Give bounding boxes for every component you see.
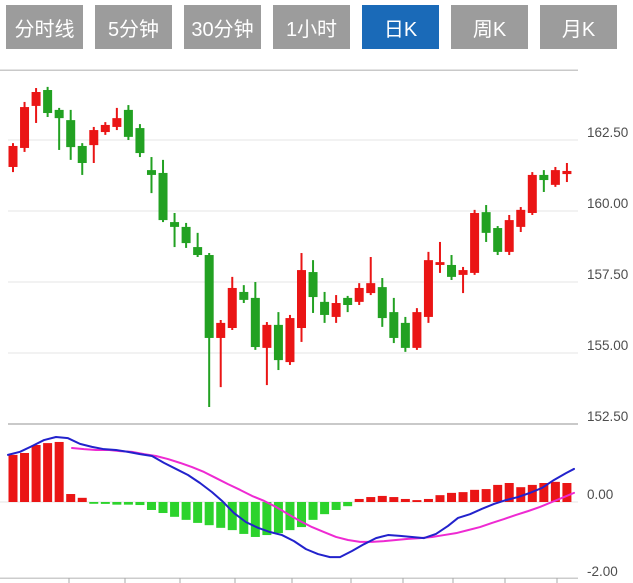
tab-monthly-k[interactable]: 月K: [540, 5, 617, 49]
macd-axis-label: 0.00: [587, 487, 614, 502]
period-tabbar: 分时线 5分钟 30分钟 1小时 日K 周K 月K: [6, 5, 617, 49]
price-axis-label: 162.50: [587, 125, 629, 140]
tab-30min[interactable]: 30分钟: [184, 5, 261, 49]
tab-1hour[interactable]: 1小时: [273, 5, 350, 49]
tab-weekly-k[interactable]: 周K: [451, 5, 528, 49]
price-axis-label: 152.50: [587, 409, 629, 424]
price-axis-label: 157.50: [587, 267, 629, 282]
macd-axis-label: -2.00: [587, 564, 618, 579]
tab-timeline[interactable]: 分时线: [6, 5, 83, 49]
tab-daily-k[interactable]: 日K: [362, 5, 439, 49]
price-axis-label: 155.00: [587, 338, 629, 353]
tab-5min[interactable]: 5分钟: [95, 5, 172, 49]
price-axis-label: 160.00: [587, 196, 629, 211]
